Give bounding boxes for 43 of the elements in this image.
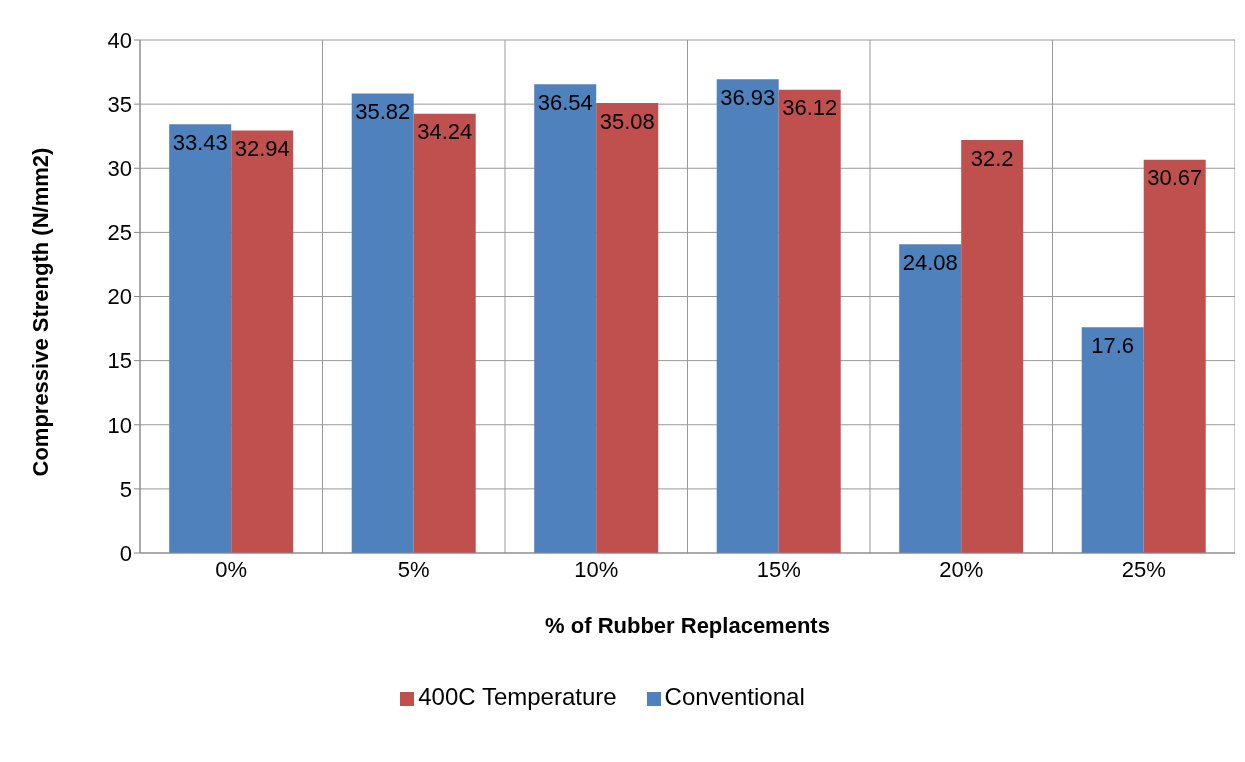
y-tick-label: 0 xyxy=(119,540,132,566)
data-label: 36.93 xyxy=(720,84,776,110)
bar xyxy=(1143,159,1206,553)
data-label: 33.43 xyxy=(172,129,228,155)
y-tick-label: 35 xyxy=(107,91,132,117)
data-label: 35.08 xyxy=(599,108,655,134)
y-tick-label: 25 xyxy=(107,220,132,246)
data-label: 36.54 xyxy=(537,89,593,115)
y-tick-label: 5 xyxy=(119,476,132,502)
bar xyxy=(716,79,779,553)
bar xyxy=(413,113,476,553)
bar xyxy=(169,124,232,553)
bar xyxy=(231,130,294,553)
data-label: 24.08 xyxy=(902,249,958,275)
data-label: 17.6 xyxy=(1091,332,1135,358)
legend-label: 400C Temperature xyxy=(418,683,617,710)
data-label: 36.12 xyxy=(782,95,838,121)
data-label: 32.94 xyxy=(234,136,290,162)
data-label: 35.82 xyxy=(355,99,411,125)
x-axis-title: % of Rubber Replacements xyxy=(545,613,830,638)
bar xyxy=(899,244,962,553)
y-axis-title: Compressive Strength (N/mm2) xyxy=(27,147,53,477)
bar xyxy=(534,84,597,553)
bar xyxy=(596,103,659,553)
x-tick-label: 0% xyxy=(215,556,248,582)
x-tick-label: 15% xyxy=(756,556,801,582)
bar xyxy=(1081,327,1144,553)
y-tick-label: 30 xyxy=(107,156,132,182)
data-label: 30.67 xyxy=(1147,165,1203,191)
y-tick-label: 15 xyxy=(107,348,132,374)
bar xyxy=(351,93,414,553)
data-label: 32.2 xyxy=(970,145,1014,171)
legend-label: Conventional xyxy=(664,683,805,710)
x-tick-label: 10% xyxy=(574,556,619,582)
bar xyxy=(778,89,841,553)
y-tick-label: 40 xyxy=(107,27,132,53)
x-tick-label: 25% xyxy=(1121,556,1166,582)
x-tick-label: 5% xyxy=(397,556,430,582)
bar xyxy=(961,140,1024,553)
data-label: 34.24 xyxy=(417,119,473,145)
x-tick-label: 20% xyxy=(939,556,984,582)
y-tick-label: 20 xyxy=(107,284,132,310)
y-tick-label: 10 xyxy=(107,412,132,438)
